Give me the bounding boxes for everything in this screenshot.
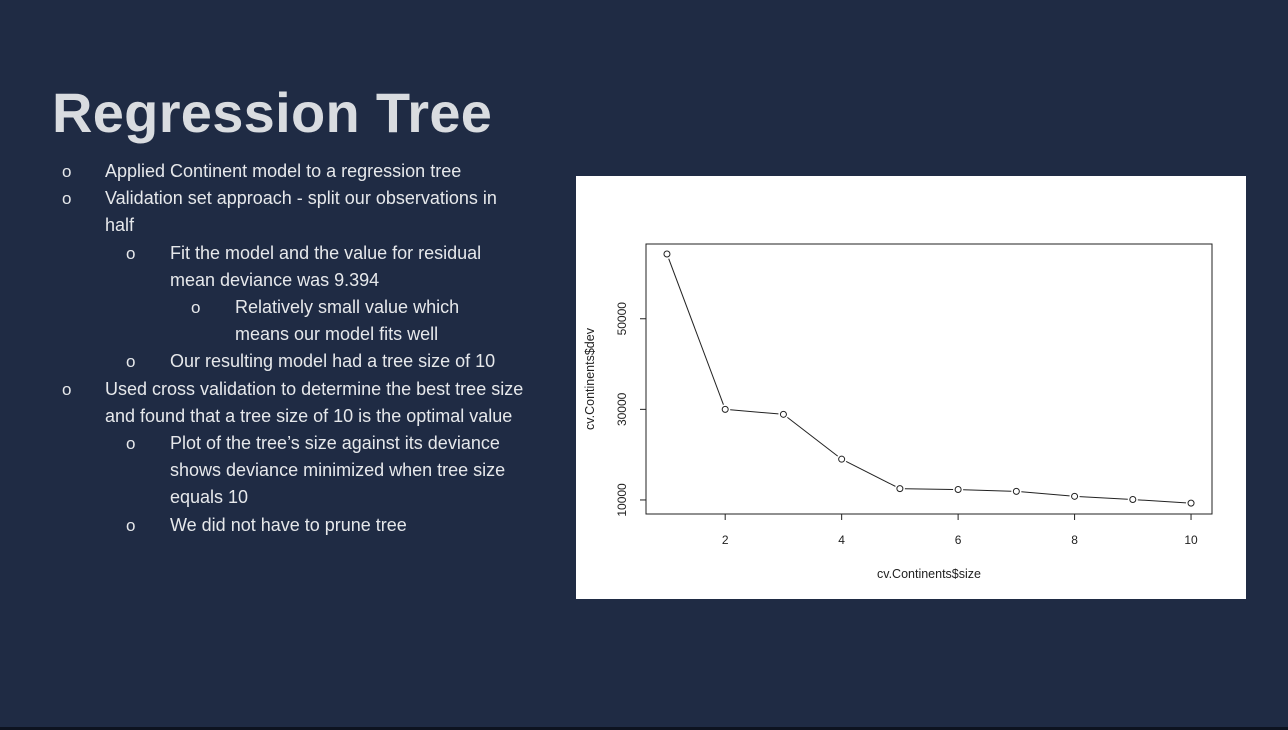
series-line-segment bbox=[1021, 491, 1070, 497]
bullet-text: Used cross validation to determine the b… bbox=[105, 378, 524, 426]
data-point bbox=[1129, 496, 1137, 504]
bullet-marker: o bbox=[126, 434, 136, 454]
bullet-marker: o bbox=[126, 515, 136, 535]
bullet-item-level1: o Used cross validation to determine the … bbox=[0, 376, 525, 430]
deviance-chart-svg: 2 4 6 8 10 10000 30000 50000 cv.Continents$size c… bbox=[583, 243, 1213, 581]
data-point bbox=[896, 485, 904, 493]
series-line-segment bbox=[1079, 496, 1128, 500]
y-axis-label: cv.Continents$dev bbox=[583, 327, 597, 430]
bullet-item-level2: o Our resulting model had a tree size of … bbox=[0, 348, 520, 375]
series-line-segment bbox=[963, 489, 1012, 492]
x-tick-label: 6 bbox=[955, 533, 962, 547]
bullet-marker: o bbox=[62, 189, 72, 209]
y-tick-label: 30000 bbox=[615, 392, 629, 426]
bullet-text: Validation set approach - split our obse… bbox=[105, 188, 497, 236]
bullet-marker: o bbox=[191, 298, 201, 318]
bullet-text: Fit the model and the value for residual… bbox=[170, 242, 482, 290]
y-tick-label: 50000 bbox=[615, 302, 629, 336]
data-point bbox=[954, 486, 962, 494]
footer-bar bbox=[0, 727, 1288, 730]
bullet-list: o Applied Continent model to a regression… bbox=[0, 158, 560, 539]
bullet-text: Plot of the tree’s size against its devi… bbox=[170, 433, 506, 508]
series-line-segment bbox=[1137, 499, 1187, 504]
bullet-item-level2: o Plot of the tree’s size against its dev… bbox=[0, 430, 520, 512]
series-line-segment bbox=[668, 258, 724, 405]
x-tick-label: 10 bbox=[1184, 533, 1198, 547]
plot-frame bbox=[645, 243, 1213, 515]
x-axis-label: cv.Continents$size bbox=[877, 567, 981, 581]
bullet-item-level1: o Validation set approach - split our obs… bbox=[0, 185, 525, 239]
slide-title: Regression Tree bbox=[52, 81, 493, 144]
data-point bbox=[1187, 499, 1195, 507]
bullet-item-level2: o We did not have to prune tree bbox=[0, 512, 520, 539]
data-point bbox=[1012, 487, 1020, 495]
series-line-segment bbox=[845, 460, 896, 487]
bullet-item-level3: o Relatively small value which means our … bbox=[0, 294, 495, 348]
bullet-text: Our resulting model had a tree size of 1… bbox=[170, 351, 496, 372]
bullet-marker: o bbox=[62, 379, 72, 399]
bullet-marker: o bbox=[126, 243, 136, 263]
x-tick-label: 4 bbox=[838, 533, 845, 547]
data-point bbox=[838, 455, 846, 463]
series-line-segment bbox=[730, 409, 779, 415]
data-point bbox=[663, 250, 671, 258]
y-tick-label: 10000 bbox=[615, 483, 629, 517]
bullet-text: We did not have to prune tree bbox=[170, 514, 407, 535]
data-point bbox=[779, 410, 787, 418]
bullet-marker: o bbox=[62, 162, 72, 181]
series-line-segment bbox=[787, 416, 838, 457]
data-point bbox=[1071, 492, 1079, 500]
bullet-item-level2: o Fit the model and the value for residua… bbox=[0, 240, 520, 294]
bullet-item-level1: o Applied Continent model to a regression… bbox=[0, 158, 525, 185]
x-tick-label: 8 bbox=[1071, 533, 1078, 547]
bullet-marker: o bbox=[126, 352, 136, 372]
series-line-segment bbox=[904, 488, 954, 490]
x-tick-label: 2 bbox=[722, 533, 729, 547]
data-point bbox=[721, 405, 729, 413]
deviance-chart: 2 4 6 8 10 10000 30000 50000 cv.Continents$size c… bbox=[576, 176, 1246, 599]
bullet-text: Applied Continent model to a regression … bbox=[105, 161, 462, 181]
bullet-text: Relatively small value which means our m… bbox=[235, 297, 460, 345]
